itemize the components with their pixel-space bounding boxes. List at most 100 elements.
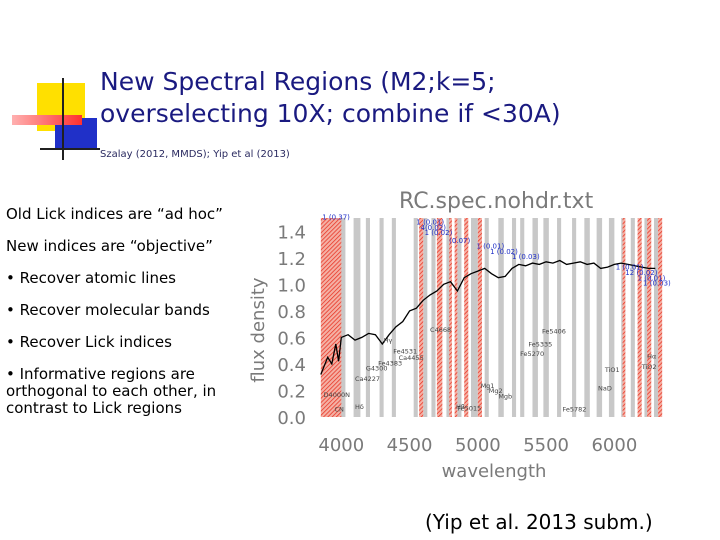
y-tick-label: 0.0 bbox=[277, 408, 306, 429]
y-tick-label: 0.2 bbox=[277, 381, 306, 402]
gray-band bbox=[365, 218, 370, 417]
annotation-label: 4(0.02) bbox=[421, 224, 447, 232]
gray-band bbox=[644, 218, 649, 417]
spectrum-line bbox=[320, 259, 656, 375]
x-tick-label: 4000 bbox=[318, 435, 364, 456]
annotation-label: 12 (0.02) bbox=[625, 269, 657, 277]
annotation-label: Hγ bbox=[384, 337, 393, 345]
x-tick-label: 6000 bbox=[591, 435, 637, 456]
y-tick-label: 0.8 bbox=[277, 302, 306, 323]
gray-band bbox=[446, 218, 451, 417]
gray-band bbox=[543, 218, 549, 417]
bullet-informative-regions: • Informative regions are orthogonal to … bbox=[6, 365, 217, 417]
annotation-label: 1 (0.01) bbox=[616, 264, 644, 272]
annotation-label: (0.07) bbox=[449, 237, 470, 245]
gray-band bbox=[423, 218, 428, 417]
annotation-label: Mgb bbox=[498, 392, 512, 400]
decor-red-bar bbox=[12, 115, 82, 125]
slide-title: New Spectral Regions (M2;k=5; overselect… bbox=[100, 66, 700, 130]
red-band bbox=[464, 218, 469, 417]
gray-band bbox=[413, 218, 418, 417]
annotation-label: 1 (0.37) bbox=[322, 213, 350, 221]
gray-band bbox=[498, 218, 504, 417]
annotation-label: Hβ bbox=[456, 403, 465, 411]
paragraph-new-indices: New indices are “objective” bbox=[6, 237, 213, 255]
spectrum-chart: RC.spec.nohdr.txt flux density wavelengt… bbox=[248, 189, 671, 482]
annotation-label: TiO1 bbox=[604, 366, 620, 374]
gray-band bbox=[484, 218, 489, 417]
annotation-label: 1 (0.01) bbox=[476, 243, 504, 251]
bullet-molecular-bands: • Recover molecular bands bbox=[6, 301, 210, 319]
gray-band bbox=[596, 218, 603, 417]
gray-band bbox=[557, 218, 562, 417]
annotation-label: Fe5015 bbox=[457, 404, 481, 412]
annotation-label: Ca4455 bbox=[399, 354, 424, 362]
red-band bbox=[647, 218, 652, 417]
red-band bbox=[454, 218, 458, 417]
annotation-label: Hα bbox=[647, 353, 656, 361]
title-line-1: New Spectral Regions (M2;k=5; bbox=[100, 67, 496, 96]
red-band bbox=[658, 218, 663, 417]
annotation-label: Mg2 bbox=[489, 387, 503, 395]
annotation-label: Fe5782 bbox=[563, 406, 587, 414]
y-tick-label: 1.2 bbox=[277, 249, 306, 270]
annotation-label: NaD bbox=[598, 384, 612, 392]
gray-band bbox=[379, 218, 384, 417]
annotation-label: Fe5335 bbox=[528, 341, 552, 349]
annotation-label: D4000N bbox=[324, 391, 351, 399]
red-band bbox=[477, 218, 482, 417]
gray-band bbox=[630, 218, 635, 417]
gray-band bbox=[653, 218, 659, 417]
title-line-2: overselecting 10X; combine if <30A) bbox=[100, 99, 561, 128]
bullet-lick-indices: • Recover Lick indices bbox=[6, 333, 172, 351]
gray-band bbox=[572, 218, 577, 417]
y-axis-label: flux density bbox=[248, 277, 269, 382]
gray-band bbox=[431, 218, 436, 417]
y-tick-label: 0.6 bbox=[277, 328, 306, 349]
slide-subtitle: Szalay (2012, MMDS); Yip et al (2013) bbox=[100, 149, 290, 160]
annotation-label: Ca4227 bbox=[355, 375, 380, 383]
annotation-label: Fe5270 bbox=[520, 350, 544, 358]
red-band bbox=[419, 218, 424, 417]
citation: (Yip et al. 2013 subm.) bbox=[425, 510, 653, 534]
gray-band bbox=[584, 218, 590, 417]
red-band bbox=[622, 218, 626, 417]
gray-band bbox=[511, 218, 517, 417]
gray-band bbox=[608, 218, 615, 417]
bullet-text-block: Old Lick indices are “ad hoc” New indice… bbox=[6, 206, 268, 432]
gray-band bbox=[391, 218, 396, 417]
annotation-label: 1 (0.03) bbox=[643, 280, 671, 288]
gray-band bbox=[353, 218, 361, 417]
red-band bbox=[637, 218, 642, 417]
y-tick-label: 1.0 bbox=[277, 275, 306, 296]
bullet-atomic-lines: • Recover atomic lines bbox=[6, 269, 176, 287]
annotation-label: G4300 bbox=[366, 365, 388, 373]
gray-band bbox=[457, 218, 462, 417]
gray-band bbox=[532, 218, 538, 417]
chart-title: RC.spec.nohdr.txt bbox=[399, 189, 594, 214]
gray-band bbox=[339, 218, 346, 417]
annotation-label: Fe4531 bbox=[393, 347, 417, 355]
annotation-label: TiO2 bbox=[641, 363, 657, 371]
red-band bbox=[436, 218, 443, 417]
annotation-label: 1 (0.02) bbox=[425, 229, 453, 237]
annotation-label: 1 (0.01) bbox=[416, 219, 444, 227]
decor-vertical-line bbox=[62, 78, 64, 160]
annotation-label: 1 (0.03) bbox=[512, 253, 540, 261]
annotation-label: Hδ bbox=[355, 403, 364, 411]
annotation-label: 1 (0.02) bbox=[490, 248, 518, 256]
gray-band bbox=[520, 218, 525, 417]
red-band bbox=[449, 218, 452, 417]
annotation-label: C4668 bbox=[430, 326, 451, 334]
paragraph-old-lick: Old Lick indices are “ad hoc” bbox=[6, 205, 223, 223]
annotation-label: Fe5406 bbox=[542, 327, 566, 335]
x-tick-label: 4500 bbox=[387, 435, 433, 456]
y-tick-label: 0.4 bbox=[277, 355, 306, 376]
y-tick-label: 1.4 bbox=[277, 222, 306, 243]
annotation-label: Fe4383 bbox=[378, 359, 402, 367]
annotation-label: 1 (0.01) bbox=[638, 274, 666, 282]
decor-horizontal-line bbox=[40, 148, 100, 150]
annotation-label: CN bbox=[334, 406, 344, 414]
red-band bbox=[320, 218, 342, 417]
annotation-label: Mg1 bbox=[481, 382, 495, 390]
